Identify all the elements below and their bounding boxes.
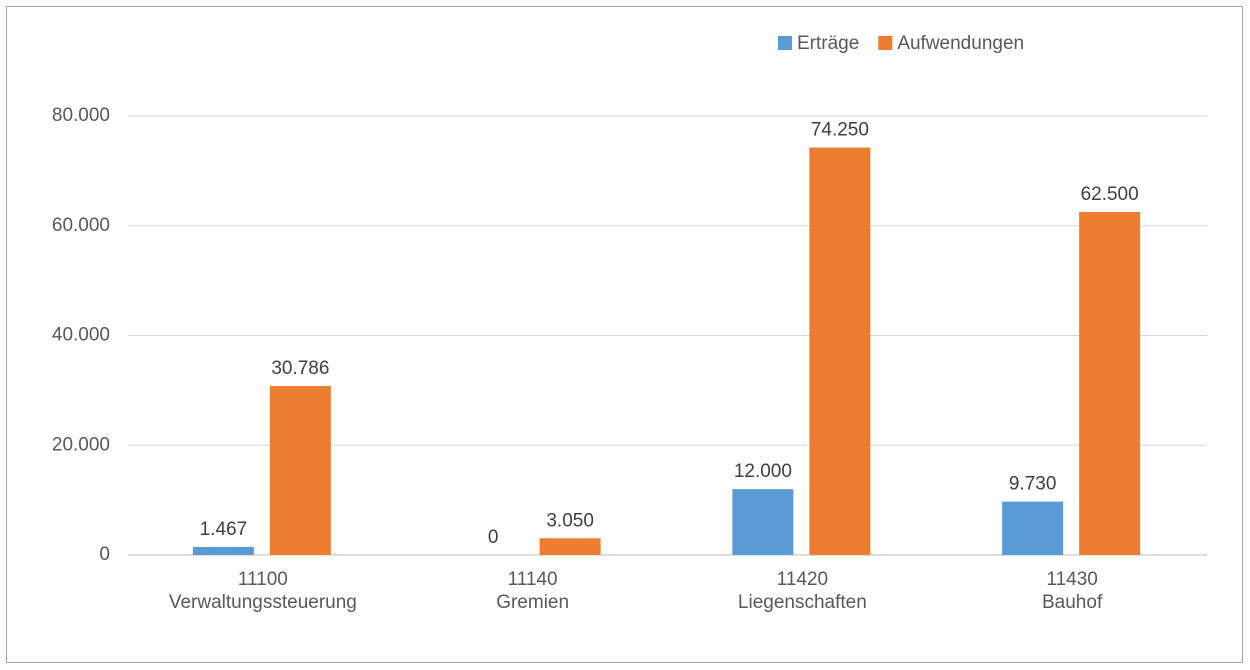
x-tick-label: Bauhof [1042,592,1103,613]
x-tick-label: Verwaltungssteuerung [169,592,357,613]
bar [732,489,794,555]
data-label: 9.730 [1009,474,1057,495]
x-tick-label: 11100 [238,569,288,590]
y-tick-label: 40.000 [52,325,110,346]
data-label: 74.250 [811,120,869,141]
x-tick-label: Gremien [496,592,569,613]
legend-swatch [778,36,792,50]
data-label: 1.467 [200,519,248,540]
bar [539,538,601,555]
x-tick-label: 11420 [777,569,828,590]
legend-label: Erträge [797,33,859,54]
data-label: 62.500 [1081,184,1139,205]
chart-border [6,6,1243,663]
y-tick-label: 20.000 [52,434,110,455]
y-tick-label: 0 [99,544,110,565]
y-tick-label: 60.000 [52,215,110,236]
data-label: 30.786 [271,358,329,379]
x-tick-label: 11430 [1046,569,1097,590]
x-tick-label: Liegenschaften [738,592,867,613]
bar [1079,212,1141,555]
bar [809,147,871,555]
data-label: 3.050 [546,510,594,531]
y-tick-label: 80.000 [52,105,110,126]
legend-swatch [878,36,893,50]
legend-label: Aufwendungen [897,33,1024,54]
x-tick-label: 11140 [508,569,558,590]
bar [269,386,331,555]
data-label: 12.000 [734,461,792,482]
data-label: 0 [488,527,499,548]
bar [192,546,254,555]
bar [1002,501,1064,555]
